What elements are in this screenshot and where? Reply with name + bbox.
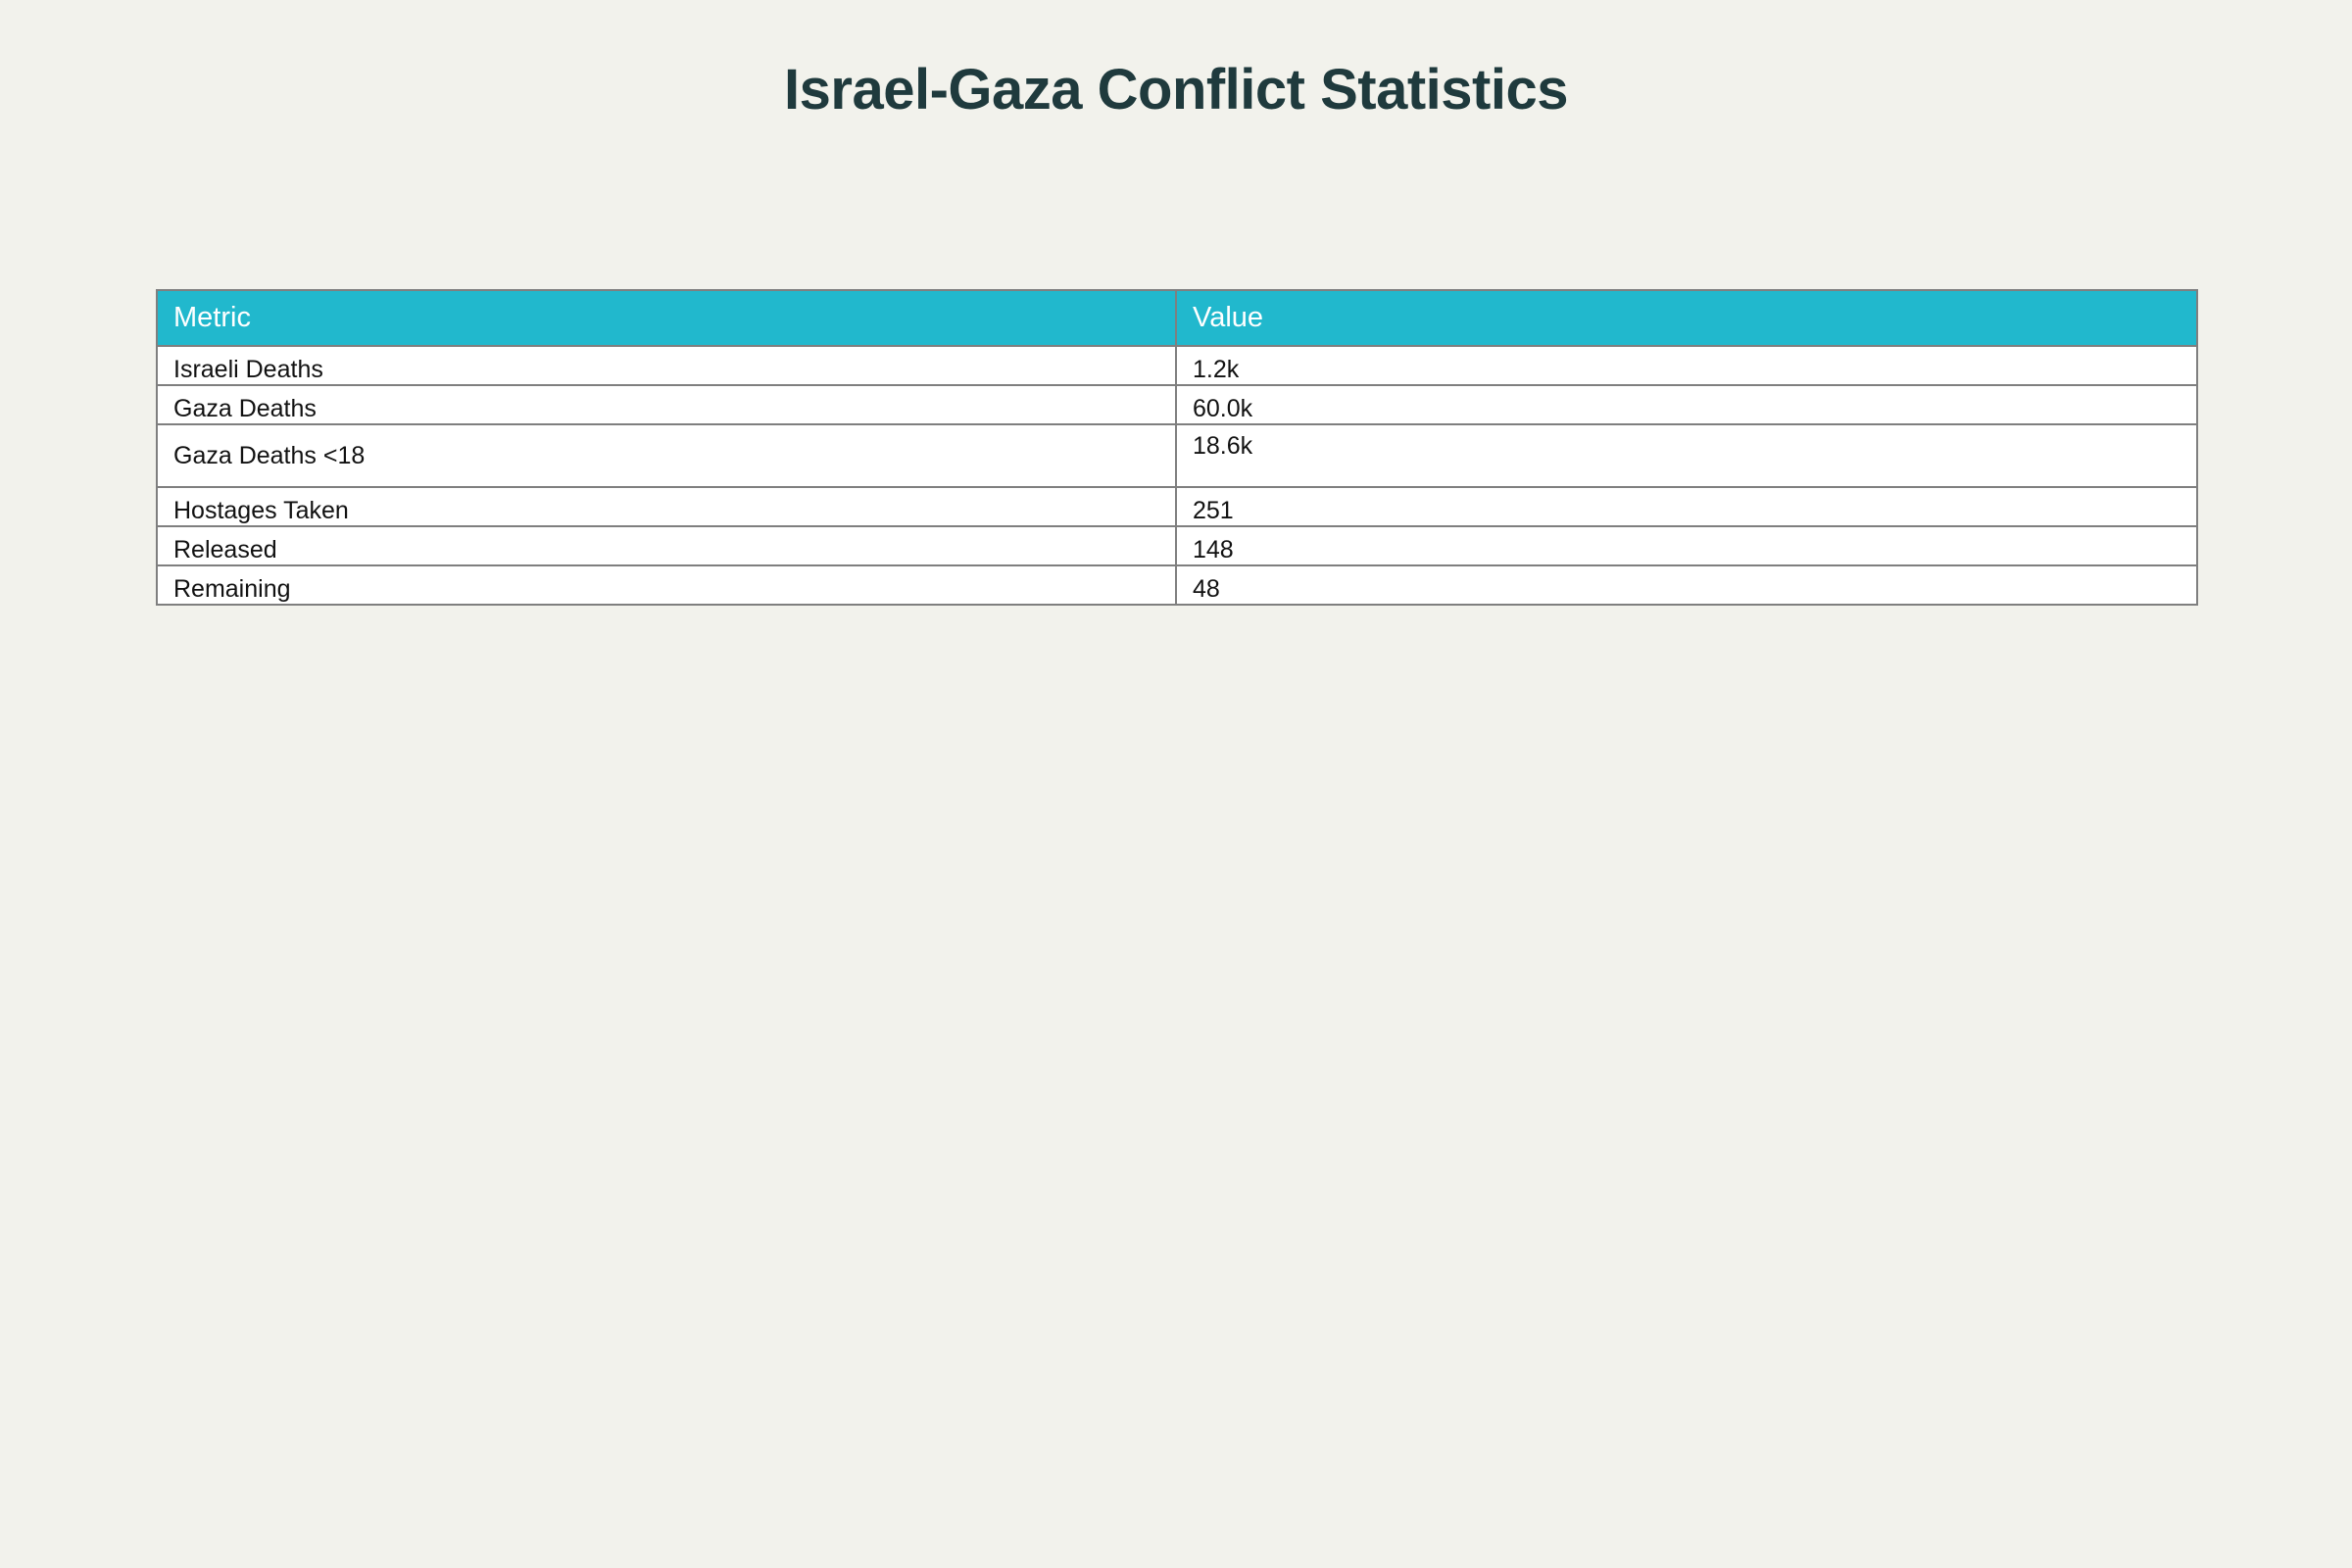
metric-cell: Released bbox=[156, 525, 1177, 566]
chart-title: Israel-Gaza Conflict Statistics bbox=[784, 58, 1568, 122]
value-cell: 251 bbox=[1175, 486, 2198, 527]
table-header-row: Metric Value bbox=[156, 289, 2198, 347]
value-cell: 148 bbox=[1175, 525, 2198, 566]
metric-cell: Gaza Deaths bbox=[156, 384, 1177, 425]
table-row: Gaza Deaths 60.0k bbox=[156, 384, 2198, 425]
table-row: Remaining 48 bbox=[156, 564, 2198, 606]
table-row: Gaza Deaths <18 18.6k bbox=[156, 423, 2198, 488]
table-row: Israeli Deaths 1.2k bbox=[156, 345, 2198, 386]
column-header-metric: Metric bbox=[156, 289, 1177, 347]
metric-cell: Hostages Taken bbox=[156, 486, 1177, 527]
table-row: Released 148 bbox=[156, 525, 2198, 566]
metric-cell: Israeli Deaths bbox=[156, 345, 1177, 386]
metric-cell: Gaza Deaths <18 bbox=[156, 423, 1177, 488]
value-cell: 60.0k bbox=[1175, 384, 2198, 425]
column-header-value: Value bbox=[1175, 289, 2198, 347]
metric-cell: Remaining bbox=[156, 564, 1177, 606]
value-cell: 48 bbox=[1175, 564, 2198, 606]
stats-table: Metric Value Israeli Deaths 1.2k Gaza De… bbox=[156, 289, 2198, 606]
table-row: Hostages Taken 251 bbox=[156, 486, 2198, 527]
value-cell: 1.2k bbox=[1175, 345, 2198, 386]
value-cell: 18.6k bbox=[1175, 423, 2198, 488]
